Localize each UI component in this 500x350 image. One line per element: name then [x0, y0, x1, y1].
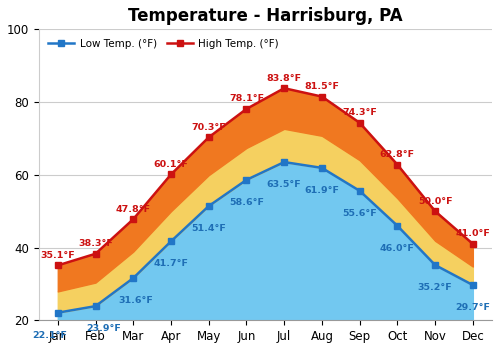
Text: 22.1°F: 22.1°F — [32, 331, 67, 340]
Low Temp. (°F) — [432, 263, 438, 267]
Text: 35.2°F: 35.2°F — [418, 283, 452, 292]
Line: High Temp. (°F): High Temp. (°F) — [54, 85, 476, 268]
Low Temp. (°F) — [244, 178, 250, 182]
High Temp. (°F) — [92, 252, 98, 256]
Title: Temperature - Harrisburg, PA: Temperature - Harrisburg, PA — [128, 7, 402, 25]
Low Temp. (°F) — [281, 160, 287, 164]
Text: 47.8°F: 47.8°F — [116, 205, 151, 214]
Text: 60.1°F: 60.1°F — [154, 160, 188, 169]
High Temp. (°F) — [130, 217, 136, 221]
High Temp. (°F) — [470, 242, 476, 246]
Low Temp. (°F) — [394, 224, 400, 228]
Legend: Low Temp. (°F), High Temp. (°F): Low Temp. (°F), High Temp. (°F) — [44, 35, 283, 53]
Text: 63.5°F: 63.5°F — [267, 180, 302, 189]
Text: 41.7°F: 41.7°F — [154, 259, 188, 268]
High Temp. (°F) — [55, 263, 61, 267]
High Temp. (°F) — [319, 94, 325, 99]
Text: 58.6°F: 58.6°F — [229, 198, 264, 207]
Low Temp. (°F) — [206, 204, 212, 208]
High Temp. (°F) — [281, 86, 287, 90]
Text: 51.4°F: 51.4°F — [192, 224, 226, 233]
Text: 35.1°F: 35.1°F — [40, 251, 75, 260]
High Temp. (°F) — [394, 162, 400, 167]
Text: 70.3°F: 70.3°F — [192, 123, 226, 132]
Text: 31.6°F: 31.6°F — [118, 296, 154, 305]
Text: 38.3°F: 38.3°F — [78, 239, 113, 248]
Low Temp. (°F) — [356, 189, 362, 193]
Low Temp. (°F) — [55, 310, 61, 315]
Text: 55.6°F: 55.6°F — [342, 209, 377, 218]
High Temp. (°F) — [168, 172, 174, 176]
Low Temp. (°F) — [470, 283, 476, 287]
Text: 41.0°F: 41.0°F — [456, 229, 490, 238]
Low Temp. (°F) — [168, 239, 174, 244]
Low Temp. (°F) — [319, 166, 325, 170]
Text: 29.7°F: 29.7°F — [456, 303, 490, 312]
High Temp. (°F) — [206, 135, 212, 139]
Text: 61.9°F: 61.9°F — [304, 186, 340, 195]
Text: 50.0°F: 50.0°F — [418, 197, 452, 206]
Low Temp. (°F) — [92, 304, 98, 308]
Text: 23.9°F: 23.9°F — [86, 324, 122, 333]
Text: 62.8°F: 62.8°F — [380, 150, 415, 159]
Text: 83.8°F: 83.8°F — [266, 74, 302, 83]
Text: 78.1°F: 78.1°F — [229, 94, 264, 103]
Text: 74.3°F: 74.3°F — [342, 108, 377, 117]
High Temp. (°F) — [356, 121, 362, 125]
Text: 81.5°F: 81.5°F — [304, 82, 340, 91]
Text: 46.0°F: 46.0°F — [380, 244, 415, 253]
Line: Low Temp. (°F): Low Temp. (°F) — [54, 159, 476, 316]
High Temp. (°F) — [244, 107, 250, 111]
High Temp. (°F) — [432, 209, 438, 213]
Low Temp. (°F) — [130, 276, 136, 280]
